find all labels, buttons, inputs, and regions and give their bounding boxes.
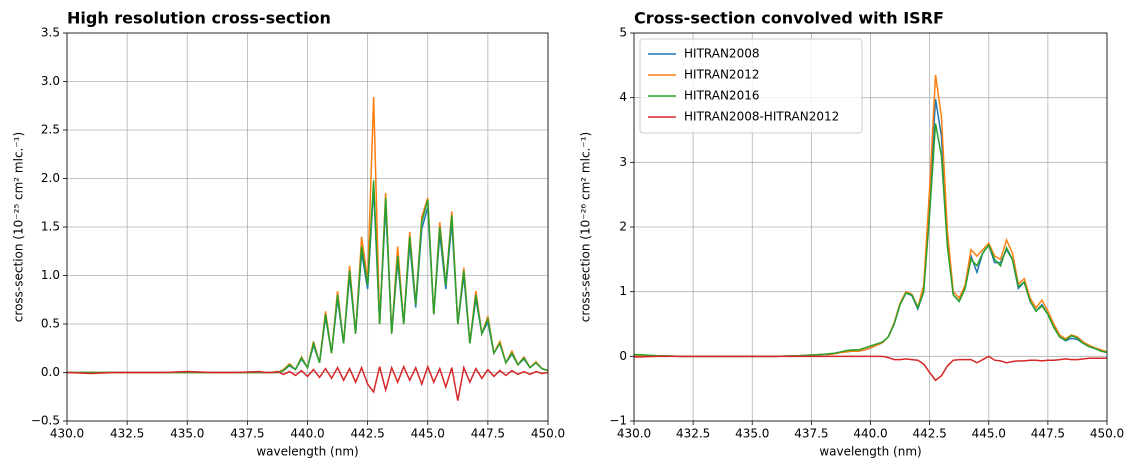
- y-tick-label: −0.5: [31, 414, 60, 428]
- y-axis-label: cross-section (10⁻²⁵ cm² mlc.⁻¹): [12, 132, 26, 322]
- y-tick-label: 1.5: [41, 220, 60, 234]
- y-tick-label: 0.5: [41, 317, 60, 331]
- y-tick-label: 4: [619, 90, 627, 104]
- x-tick-label: 440.0: [290, 427, 324, 441]
- y-tick-label: 1.0: [41, 268, 60, 282]
- y-tick-label: 0: [619, 349, 627, 363]
- plot-area: [634, 74, 1107, 382]
- x-axis-label: wavelength (nm): [256, 445, 358, 459]
- legend-label: HITRAN2016: [684, 89, 759, 103]
- x-tick-label: 445.0: [411, 427, 445, 441]
- subplot: 430.0 432.5 435.0 437.5 440.0 442.5 445.0 447.5…: [12, 9, 566, 459]
- x-tick-label: 450.0: [531, 427, 565, 441]
- y-tick-label: 3.5: [41, 26, 60, 40]
- x-axis-label: wavelength (nm): [819, 445, 921, 459]
- line-series: [634, 355, 1107, 382]
- x-tick-label: 437.5: [794, 427, 828, 441]
- y-tick-label: 1: [619, 284, 627, 298]
- subplot: 430.0 432.5 435.0 437.5 440.0 442.5 445.0 447.5…: [579, 9, 1125, 459]
- x-tick-label: 445.0: [972, 427, 1006, 441]
- legend-box: [639, 38, 863, 134]
- y-tick-label: 2.5: [41, 123, 60, 137]
- legend-label: HITRAN2008: [684, 47, 759, 61]
- axes-frame: [66, 32, 549, 422]
- chart-title: Cross-section convolved with ISRF: [634, 9, 944, 28]
- axes-frame: [633, 32, 1108, 422]
- y-tick-label: 2: [619, 220, 627, 234]
- x-tick-label: 442.5: [350, 427, 384, 441]
- y-tick-label: 0.0: [41, 365, 60, 379]
- x-tick-label: 432.5: [110, 427, 144, 441]
- y-tick-label: 2.0: [41, 171, 60, 185]
- x-tick-label: 437.5: [230, 427, 264, 441]
- chart-title: High resolution cross-section: [67, 9, 331, 28]
- plot-area: [67, 96, 548, 401]
- legend: HITRAN2008 HITRAN2012 HITRAN2016 HITRAN2008…: [639, 38, 863, 134]
- y-tick-label: 3: [619, 155, 627, 169]
- x-tick-label: 430.0: [50, 427, 84, 441]
- x-tick-label: 435.0: [170, 427, 204, 441]
- x-tick-label: 430.0: [617, 427, 651, 441]
- legend-label: HITRAN2008-HITRAN2012: [684, 110, 839, 124]
- y-tick-label: −1: [609, 414, 627, 428]
- y-tick-label: 5: [619, 26, 627, 40]
- x-tick-label: 447.5: [1031, 427, 1065, 441]
- x-tick-label: 432.5: [676, 427, 710, 441]
- x-tick-label: 435.0: [735, 427, 769, 441]
- x-tick-label: 440.0: [853, 427, 887, 441]
- y-tick-label: 3.0: [41, 74, 60, 88]
- x-tick-label: 447.5: [471, 427, 505, 441]
- x-tick-label: 442.5: [912, 427, 946, 441]
- line-series: [634, 123, 1107, 358]
- y-axis-label: cross-section (10⁻²⁶ cm² mlc.⁻¹): [579, 132, 593, 322]
- x-tick-label: 450.0: [1090, 427, 1124, 441]
- line-series: [67, 364, 548, 401]
- legend-label: HITRAN2012: [684, 68, 759, 82]
